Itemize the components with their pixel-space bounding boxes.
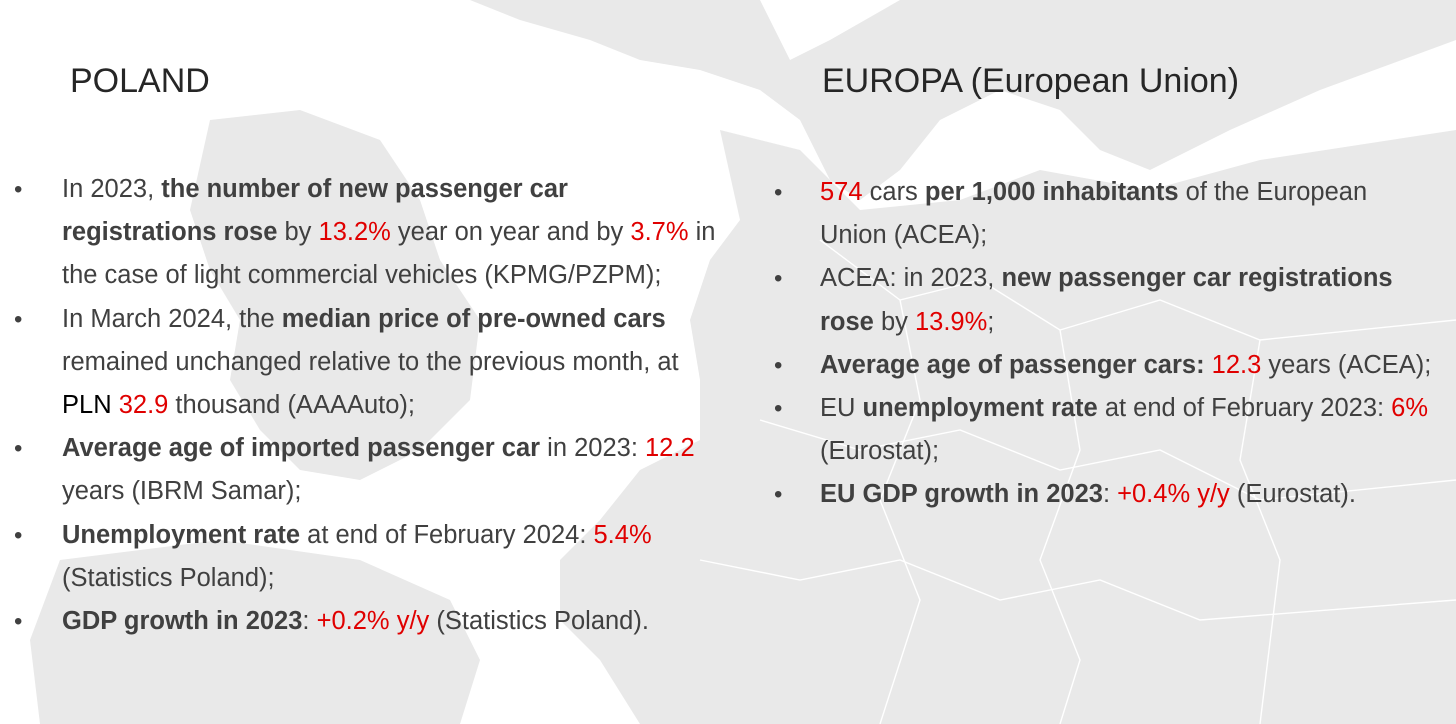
eu-bullet-average-age: Average age of passenger cars: 12.3 year…	[774, 344, 1440, 387]
eu-bullet-list: 574 cars per 1,000 inhabitants of the Eu…	[774, 171, 1440, 517]
eu-bullet-gdp: EU GDP growth in 2023: +0.4% y/y (Eurost…	[774, 473, 1440, 516]
poland-bullet-new-registrations: In 2023, the number of new passenger car…	[14, 168, 722, 298]
eu-bullet-unemployment: EU unemployment rate at end of February …	[774, 387, 1440, 473]
poland-bullet-average-age: Average age of imported passenger car in…	[14, 427, 722, 513]
poland-bullet-gdp: GDP growth in 2023: +0.2% y/y (Statistic…	[14, 600, 722, 643]
map-region-scandinavia	[470, 0, 1456, 200]
eu-bullet-cars-per-inhabitants: 574 cars per 1,000 inhabitants of the Eu…	[774, 171, 1440, 257]
map-border-line	[699, 559, 1456, 621]
poland-heading: POLAND	[70, 62, 210, 100]
eu-heading: EUROPA (European Union)	[822, 62, 1240, 100]
eu-bullet-new-registrations: ACEA: in 2023, new passenger car registr…	[774, 257, 1440, 343]
poland-bullet-list: In 2023, the number of new passenger car…	[14, 168, 722, 643]
poland-bullet-unemployment: Unemployment rate at end of February 202…	[14, 514, 722, 600]
poland-bullet-median-price: In March 2024, the median price of pre-o…	[14, 298, 722, 428]
